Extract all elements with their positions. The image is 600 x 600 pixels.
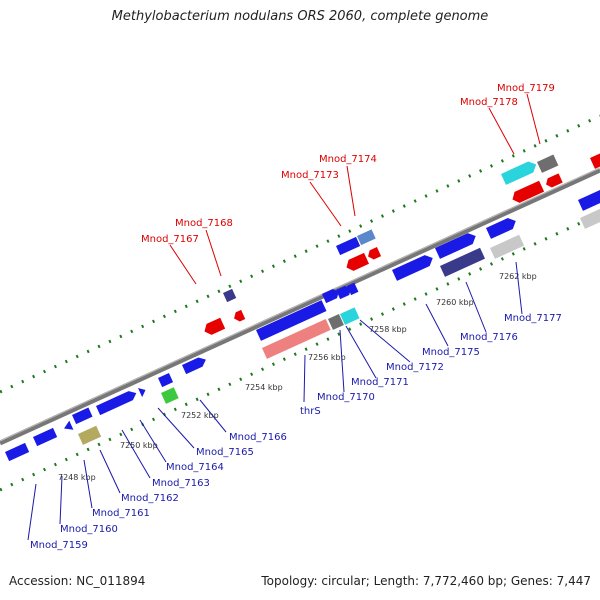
ruler-label: 7258 kbp bbox=[369, 325, 407, 334]
gene-blue-long[interactable] bbox=[256, 300, 327, 341]
gene-cyan-top[interactable] bbox=[501, 159, 539, 185]
gene-label[interactable]: Mnod_7170 bbox=[317, 392, 375, 403]
gene-mnod-7168[interactable] bbox=[232, 309, 246, 323]
gene-mnod-7177[interactable] bbox=[490, 234, 525, 259]
gene-blue-b1[interactable] bbox=[435, 231, 478, 259]
gene-blue-top[interactable] bbox=[336, 236, 361, 256]
gene-mnod-7159[interactable] bbox=[5, 442, 30, 462]
gene-mnod-7171[interactable] bbox=[340, 307, 360, 325]
gene-label[interactable]: Mnod_7161 bbox=[92, 508, 150, 519]
gene-label[interactable]: Mnod_7165 bbox=[196, 447, 254, 458]
genome-backbone bbox=[0, 167, 600, 446]
gene-features[interactable] bbox=[5, 153, 600, 462]
gene-mnod-7167[interactable] bbox=[202, 317, 226, 337]
gene-mnod-7172c[interactable] bbox=[347, 282, 359, 296]
gene-mnod-7179[interactable] bbox=[544, 173, 563, 189]
gene-label[interactable]: Mnod_7167 bbox=[141, 234, 199, 245]
gene-mnod-7170[interactable] bbox=[328, 314, 344, 330]
gene-olive[interactable] bbox=[78, 425, 102, 445]
gene-label[interactable]: Mnod_7162 bbox=[121, 493, 179, 504]
gene-label[interactable]: Mnod_7178 bbox=[460, 97, 518, 108]
gene-mnod-7166[interactable] bbox=[182, 355, 208, 375]
ruler-label: 7254 kbp bbox=[245, 383, 283, 392]
gene-mnod-7163[interactable] bbox=[96, 389, 138, 416]
ruler-label: 7252 kbp bbox=[181, 411, 219, 420]
gene-label[interactable]: Mnod_7174 bbox=[319, 154, 377, 165]
gene-gray-top[interactable] bbox=[537, 154, 559, 173]
gene-thrs[interactable] bbox=[262, 318, 331, 359]
genome-summary-text: Topology: circular; Length: 7,772,460 bp… bbox=[261, 574, 591, 588]
gene-gray-edge[interactable] bbox=[580, 207, 600, 229]
outer-track-upper bbox=[0, 114, 600, 394]
gene-mnod-7165[interactable] bbox=[158, 373, 174, 388]
gene-label[interactable]: Mnod_7160 bbox=[60, 524, 118, 535]
gene-label[interactable]: Mnod_7177 bbox=[504, 313, 562, 324]
gene-green[interactable] bbox=[161, 387, 179, 404]
gene-label[interactable]: thrS bbox=[300, 406, 321, 417]
gene-label[interactable]: Mnod_7176 bbox=[460, 332, 518, 343]
bottom-gene-labels: Mnod_7159 Mnod_7160 Mnod_7161 Mnod_7162 … bbox=[30, 313, 562, 551]
gene-blue-b2[interactable] bbox=[486, 216, 518, 239]
genome-backbone-highlight bbox=[0, 167, 600, 442]
ruler-label: 7260 kbp bbox=[436, 298, 474, 307]
gene-mnod-7160[interactable] bbox=[33, 427, 58, 447]
gene-blue-edge[interactable] bbox=[578, 189, 600, 211]
ruler-label: 7248 kbp bbox=[58, 473, 96, 482]
gene-lightblue-top[interactable] bbox=[357, 229, 376, 246]
gene-label[interactable]: Mnod_7168 bbox=[175, 218, 233, 229]
gene-label[interactable]: Mnod_7173 bbox=[281, 170, 339, 181]
top-gene-labels: Mnod_7167 Mnod_7168 Mnod_7173 Mnod_7174 … bbox=[141, 83, 555, 245]
gene-mnod-7173[interactable] bbox=[344, 252, 369, 273]
gene-label[interactable]: Mnod_7172 bbox=[386, 362, 444, 373]
gene-mnod-7168-track[interactable] bbox=[223, 288, 237, 303]
gene-label[interactable]: Mnod_7163 bbox=[152, 478, 210, 489]
ruler-label: 7256 kbp bbox=[308, 353, 346, 362]
gene-label[interactable]: Mnod_7166 bbox=[229, 432, 287, 443]
gene-mnod-7172b[interactable] bbox=[336, 284, 353, 300]
gene-mnod-7164[interactable] bbox=[138, 386, 148, 398]
outer-track-lower bbox=[0, 212, 600, 492]
gene-mnod-7162[interactable] bbox=[72, 407, 93, 425]
gene-mnod-7178[interactable] bbox=[510, 180, 545, 205]
gene-mnod-7176[interactable] bbox=[440, 247, 486, 277]
accession-text: Accession: NC_011894 bbox=[9, 574, 146, 588]
gene-label[interactable]: Mnod_7171 bbox=[351, 377, 409, 388]
ruler-label: 7250 kbp bbox=[120, 441, 158, 450]
gene-red-edge[interactable] bbox=[590, 153, 600, 169]
gene-label[interactable]: Mnod_7164 bbox=[166, 462, 224, 473]
map-title: Methylobacterium nodulans ORS 2060, comp… bbox=[111, 9, 489, 24]
gene-label[interactable]: Mnod_7175 bbox=[422, 347, 480, 358]
gene-label[interactable]: Mnod_7179 bbox=[497, 83, 555, 94]
gene-mnod-7174[interactable] bbox=[366, 247, 382, 261]
gene-label[interactable]: Mnod_7159 bbox=[30, 540, 88, 551]
gene-mnod-7172a[interactable] bbox=[322, 287, 341, 304]
gene-mnod-7161[interactable] bbox=[62, 420, 74, 433]
ruler: 7248 kbp 7250 kbp 7252 kbp 7254 kbp 7256… bbox=[58, 272, 537, 482]
callout-lines bbox=[27, 93, 541, 541]
gene-mnod-7175[interactable] bbox=[392, 253, 435, 281]
